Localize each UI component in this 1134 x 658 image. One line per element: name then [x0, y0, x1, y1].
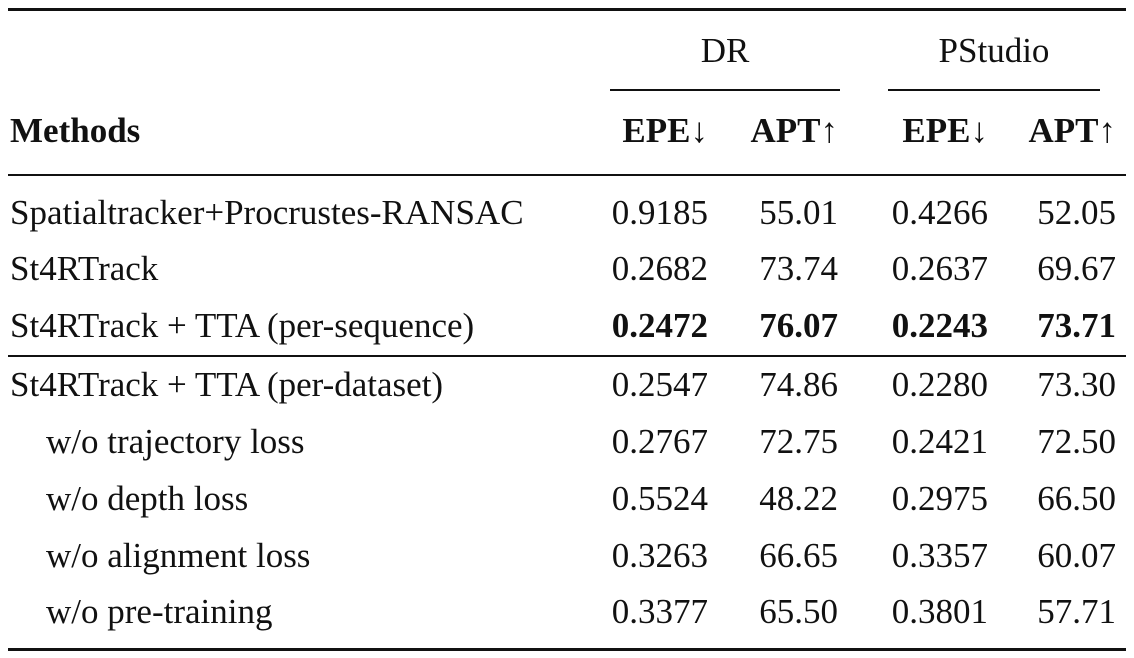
row-method: w/o trajectory loss [46, 422, 305, 461]
row-dr-apt: 76.07 [759, 306, 838, 345]
row-dr-apt: 55.01 [759, 193, 838, 232]
row-pstudio-epe: 0.2280 [891, 365, 988, 404]
group-header-pstudio: PStudio [938, 31, 1050, 70]
row-dr-apt: 72.75 [759, 422, 838, 461]
row-pstudio-apt: 57.71 [1037, 592, 1116, 631]
column-header-dr-apt: APT↑ [750, 111, 839, 150]
group-header-dr: DR [700, 31, 750, 70]
bottom-rule [8, 648, 1126, 651]
row-dr-epe: 0.2472 [611, 306, 708, 345]
top-rule [8, 8, 1126, 11]
row-pstudio-apt: 73.30 [1037, 365, 1116, 404]
row-method: Spatialtracker+Procrustes-RANSAC [10, 193, 524, 232]
row-pstudio-epe: 0.2637 [891, 249, 988, 288]
section-rule [8, 355, 1126, 357]
row-dr-apt: 66.65 [759, 536, 838, 575]
row-pstudio-apt: 73.71 [1037, 306, 1116, 345]
row-pstudio-epe: 0.3357 [891, 536, 988, 575]
row-dr-epe: 0.5524 [611, 479, 708, 518]
row-dr-apt: 65.50 [759, 592, 838, 631]
row-dr-epe: 0.2547 [611, 365, 708, 404]
row-pstudio-apt: 66.50 [1037, 479, 1116, 518]
row-method: St4RTrack [10, 249, 159, 288]
column-header-methods: Methods [10, 111, 141, 150]
pstudio-group-rule [888, 89, 1100, 91]
row-pstudio-epe: 0.4266 [891, 193, 988, 232]
row-dr-epe: 0.3263 [611, 536, 708, 575]
row-dr-epe: 0.2767 [611, 422, 708, 461]
row-pstudio-apt: 72.50 [1037, 422, 1116, 461]
column-header-dr-epe: EPE↓ [622, 111, 708, 150]
dr-group-rule [610, 89, 840, 91]
header-rule [8, 174, 1126, 176]
row-method: w/o pre-training [46, 592, 273, 631]
row-dr-epe: 0.9185 [611, 193, 708, 232]
row-method: St4RTrack + TTA (per-dataset) [10, 365, 444, 404]
column-header-pstudio-epe: EPE↓ [902, 111, 988, 150]
row-dr-apt: 73.74 [759, 249, 838, 288]
row-pstudio-apt: 69.67 [1037, 249, 1116, 288]
row-pstudio-epe: 0.3801 [891, 592, 988, 631]
row-dr-epe: 0.3377 [611, 592, 708, 631]
row-method: St4RTrack + TTA (per-sequence) [10, 306, 475, 345]
row-method: w/o depth loss [46, 479, 249, 518]
row-dr-apt: 48.22 [759, 479, 838, 518]
row-pstudio-epe: 0.2243 [891, 306, 988, 345]
row-pstudio-epe: 0.2421 [891, 422, 988, 461]
row-method: w/o alignment loss [46, 536, 311, 575]
row-pstudio-epe: 0.2975 [891, 479, 988, 518]
row-pstudio-apt: 60.07 [1037, 536, 1116, 575]
row-dr-epe: 0.2682 [611, 249, 708, 288]
row-dr-apt: 74.86 [759, 365, 838, 404]
column-header-pstudio-apt: APT↑ [1028, 111, 1117, 150]
row-pstudio-apt: 52.05 [1037, 193, 1116, 232]
